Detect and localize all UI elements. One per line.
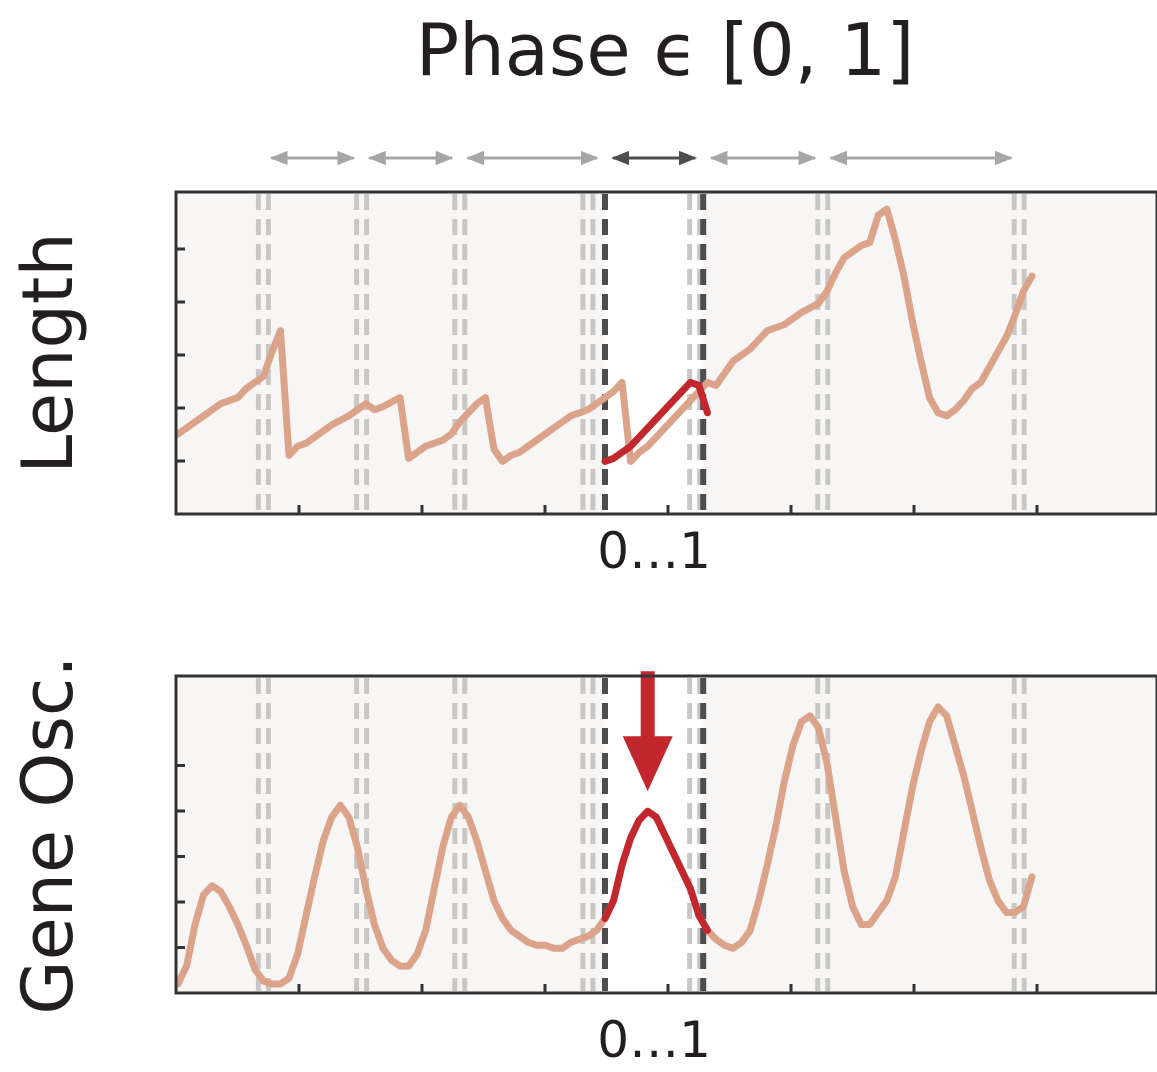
x-axis-label: 0…1 [597, 522, 711, 580]
highlighted-series-line [601, 378, 711, 465]
highlighted-cycle-background [605, 192, 704, 514]
y-axis-label: Length [7, 232, 89, 473]
y-axis-label: Gene Osc. [7, 655, 89, 1014]
figure-title: Phase ϵ [0, 1] [416, 8, 915, 92]
length-panel: Length 0…1 [7, 190, 1157, 580]
gene-oscillation-panel: Gene Osc. 0…1 [7, 655, 1157, 1069]
panel-frame [174, 674, 1157, 995]
data-series-line [174, 205, 1036, 465]
highlighted-series-line [601, 807, 711, 934]
panel-frame [174, 190, 1157, 516]
peak-arrow-head [622, 736, 673, 792]
x-axis-label: 0…1 [597, 1011, 711, 1069]
